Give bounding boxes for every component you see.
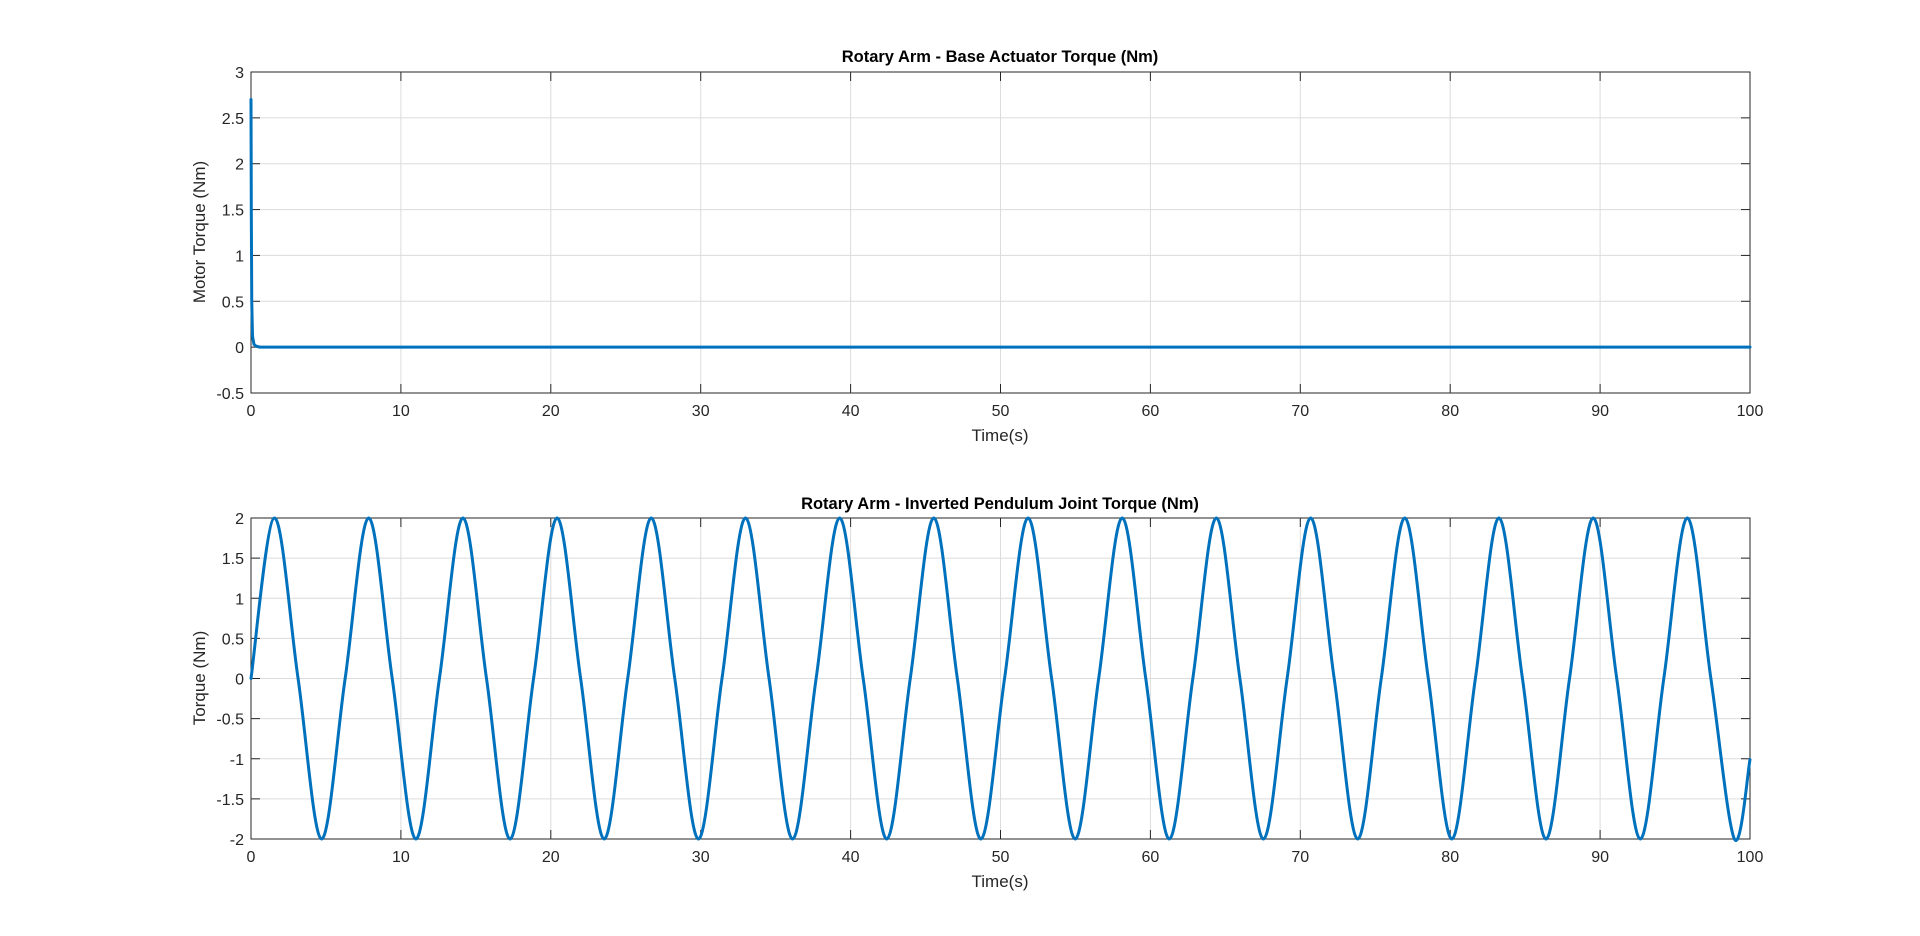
x-tick-label: 100 <box>1737 403 1764 420</box>
x-tick-label: 60 <box>1142 403 1160 420</box>
y-tick-label: 1 <box>235 248 244 265</box>
x-tick-label: 80 <box>1441 403 1459 420</box>
x-tick-label: 20 <box>542 403 560 420</box>
x-tick-label: 30 <box>692 403 710 420</box>
x-tick-label: 90 <box>1591 403 1609 420</box>
x-tick-label: 20 <box>542 849 560 866</box>
axes-base-actuator-torque: Rotary Arm - Base Actuator Torque (Nm) T… <box>190 48 1763 445</box>
x-tick-label: 90 <box>1591 849 1609 866</box>
x-tick-label: 60 <box>1142 849 1160 866</box>
x-tick-label: 10 <box>392 403 410 420</box>
y-tick-label: 1 <box>235 591 244 608</box>
plot-title: Rotary Arm - Base Actuator Torque (Nm) <box>842 48 1159 66</box>
y-tick-label: -1.5 <box>216 792 244 809</box>
y-tick-label: 2 <box>235 157 244 174</box>
x-tick-label: 80 <box>1441 849 1459 866</box>
x-tick-label: 30 <box>692 849 710 866</box>
x-tick-label: 70 <box>1291 849 1309 866</box>
y-axis-label: Motor Torque (Nm) <box>190 161 209 303</box>
y-tick-label: 2 <box>235 511 244 528</box>
y-tick-label: 0 <box>235 340 244 357</box>
y-tick-label: 0.5 <box>222 631 244 648</box>
plot-title: Rotary Arm - Inverted Pendulum Joint Tor… <box>801 495 1199 513</box>
x-axis-label: Time(s) <box>972 426 1029 445</box>
x-tick-label: 0 <box>247 403 256 420</box>
y-tick-label: -1 <box>230 752 244 769</box>
y-tick-label: 3 <box>235 65 244 82</box>
x-tick-label: 50 <box>992 403 1010 420</box>
x-tick-label: 100 <box>1737 849 1764 866</box>
axes-inverted-pendulum-joint-torque: Rotary Arm - Inverted Pendulum Joint Tor… <box>190 495 1763 891</box>
x-tick-label: 40 <box>842 403 860 420</box>
x-tick-label: 0 <box>247 849 256 866</box>
y-tick-label: 1.5 <box>222 203 244 220</box>
y-tick-label: -0.5 <box>216 386 244 403</box>
x-tick-label: 50 <box>992 849 1010 866</box>
series-line <box>249 98 1752 349</box>
y-tick-label: 1.5 <box>222 551 244 568</box>
y-tick-label: -0.5 <box>216 712 244 729</box>
series-line <box>249 516 1752 842</box>
y-tick-label: -2 <box>230 832 244 849</box>
x-tick-label: 10 <box>392 849 410 866</box>
x-tick-label: 70 <box>1291 403 1309 420</box>
y-tick-label: 0 <box>235 672 244 689</box>
y-tick-label: 2.5 <box>222 111 244 128</box>
y-tick-label: 0.5 <box>222 294 244 311</box>
y-axis-label: Torque (Nm) <box>190 631 209 725</box>
x-axis-label: Time(s) <box>972 872 1029 891</box>
x-tick-label: 40 <box>842 849 860 866</box>
